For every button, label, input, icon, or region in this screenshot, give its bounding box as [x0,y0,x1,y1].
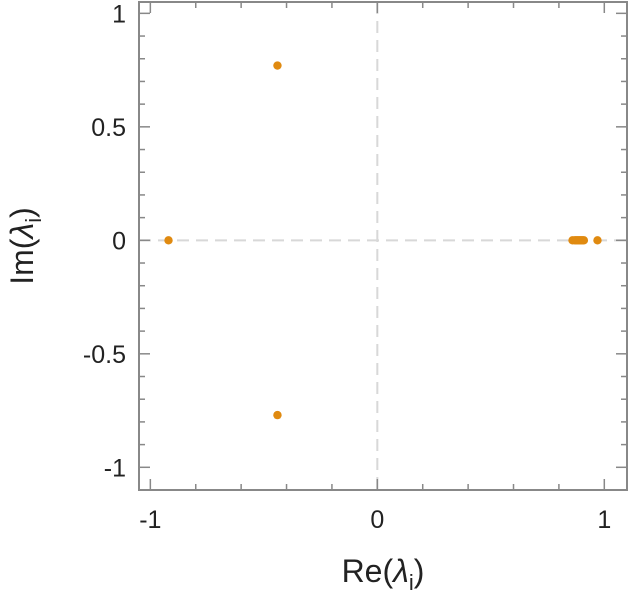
x-tick-label: -1 [139,506,161,534]
axis-ticks [139,2,627,490]
y-tick-label: 0 [112,227,126,255]
x-tick-label: 0 [370,506,384,534]
y-tick-label: -0.5 [83,341,126,369]
plot-frame [138,1,628,491]
y-tick-label: 1 [112,0,126,28]
x-tick-labels: -1 0 1 [139,506,611,534]
zero-lines [139,2,627,490]
eigenvalue-point [579,236,589,245]
data-points [164,61,602,420]
y-tick-label: 0.5 [91,114,126,142]
y-axis-label: Im(λi) [4,207,46,285]
y-tick-label: -1 [104,454,126,482]
eigenvalue-point [164,236,173,245]
x-axis-label: Re(λi) [342,553,425,595]
y-tick-labels: 1 0.5 0 -0.5 -1 [83,0,126,482]
x-tick-label: 1 [597,506,611,534]
eigenvalue-point [273,61,282,70]
eigenvalue-point [273,410,282,420]
eigenvalue-point [593,236,602,245]
